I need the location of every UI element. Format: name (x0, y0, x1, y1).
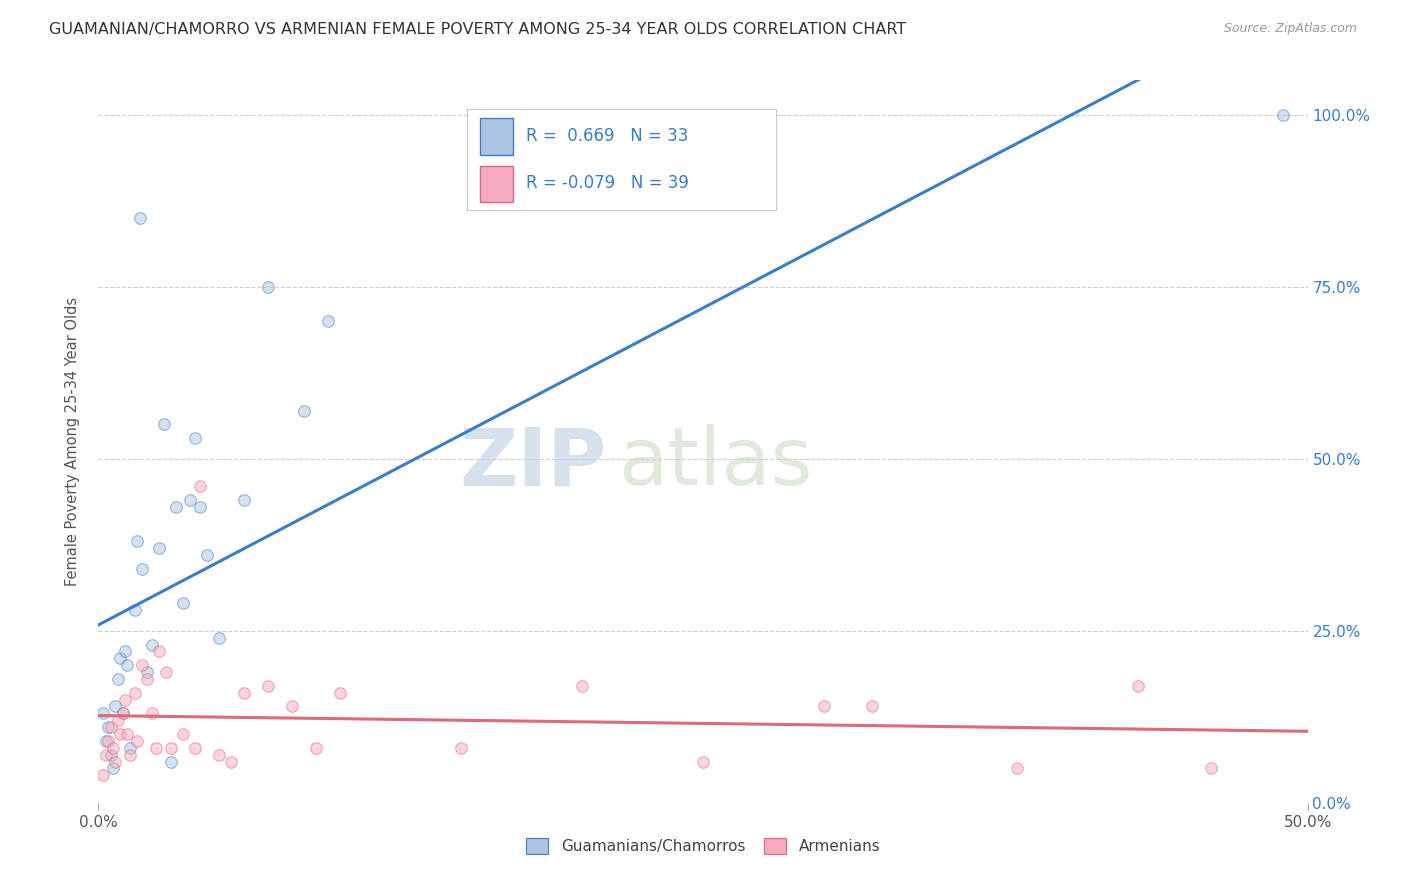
Point (179, 493, 201, 508)
Point (94, 747, 117, 762)
Point (232, 493, 254, 508)
Point (208, 631, 231, 645)
Point (172, 727, 194, 741)
Point (97, 720, 120, 734)
Point (232, 686, 254, 700)
Point (100, 747, 122, 762)
Text: GUAMANIAN/CHAMORRO VS ARMENIAN FEMALE POVERTY AMONG 25-34 YEAR OLDS CORRELATION : GUAMANIAN/CHAMORRO VS ARMENIAN FEMALE PO… (49, 22, 907, 37)
Point (131, 562, 153, 576)
Point (114, 692, 136, 706)
Point (172, 596, 194, 610)
Point (184, 431, 207, 445)
Point (107, 672, 129, 686)
Point (165, 500, 187, 514)
Point (1007, 761, 1029, 775)
Point (135, 665, 157, 679)
Point (571, 679, 593, 693)
Point (127, 734, 149, 748)
Point (118, 740, 141, 755)
Point (94, 734, 117, 748)
Point (148, 644, 170, 658)
Point (256, 279, 278, 293)
Point (316, 314, 339, 328)
Point (127, 534, 149, 549)
Point (281, 699, 304, 714)
Point (107, 713, 129, 727)
Point (160, 755, 183, 769)
Point (108, 727, 131, 741)
Point (152, 417, 174, 432)
Point (124, 603, 146, 617)
Point (256, 679, 278, 693)
Point (188, 479, 211, 493)
Point (155, 665, 177, 679)
Point (141, 638, 163, 652)
Point (128, 211, 150, 225)
Point (100, 720, 122, 734)
Legend: Guamanians/Chamorros, Armenians: Guamanians/Chamorros, Armenians (519, 832, 887, 860)
Point (101, 740, 124, 755)
Point (104, 755, 127, 769)
Point (117, 658, 139, 673)
Point (1199, 761, 1222, 775)
Point (111, 706, 134, 721)
Point (450, 740, 472, 755)
Point (188, 500, 211, 514)
Point (124, 686, 146, 700)
Point (114, 644, 136, 658)
Point (117, 727, 139, 741)
Point (118, 747, 141, 762)
Point (97, 734, 120, 748)
Text: Source: ZipAtlas.com: Source: ZipAtlas.com (1223, 22, 1357, 36)
Point (141, 706, 163, 721)
Text: ZIP: ZIP (458, 425, 606, 502)
Point (1128, 679, 1150, 693)
Point (860, 699, 883, 714)
Point (91, 768, 114, 782)
Point (692, 755, 714, 769)
Point (108, 651, 131, 665)
Text: atlas: atlas (619, 425, 813, 502)
Point (813, 699, 835, 714)
Point (160, 740, 183, 755)
Point (1272, 108, 1295, 122)
Point (91, 706, 114, 721)
Point (145, 740, 167, 755)
Point (292, 403, 315, 417)
Point (208, 747, 231, 762)
Point (135, 672, 157, 686)
Point (221, 755, 243, 769)
Point (101, 761, 124, 775)
Point (329, 686, 352, 700)
Point (111, 706, 134, 721)
Point (131, 658, 153, 673)
Y-axis label: Female Poverty Among 25-34 Year Olds: Female Poverty Among 25-34 Year Olds (65, 297, 80, 586)
Point (195, 548, 218, 562)
Point (305, 740, 328, 755)
Point (104, 699, 127, 714)
Point (148, 541, 170, 556)
Point (184, 740, 207, 755)
